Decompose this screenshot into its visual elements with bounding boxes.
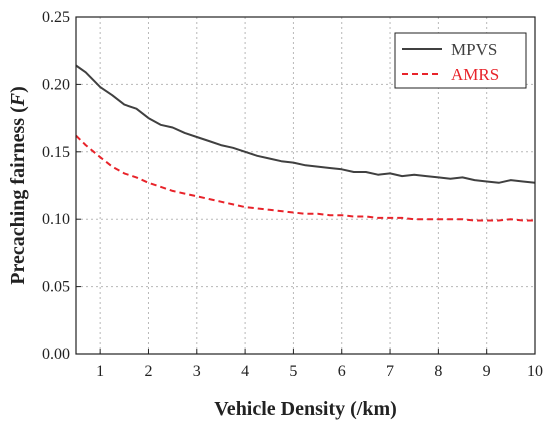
x-tick-label: 4 (241, 363, 249, 380)
x-tick-label: 6 (338, 363, 346, 380)
y-axis-title-pre: Precaching fairness ( (7, 106, 29, 285)
y-tick-label: 0.10 (42, 211, 70, 228)
legend-label-mpvs: MPVS (451, 40, 497, 59)
y-tick-label: 0.00 (42, 346, 70, 363)
x-tick-label: 10 (527, 363, 543, 380)
x-tick-label: 3 (193, 363, 201, 380)
y-tick-label: 0.15 (42, 144, 70, 161)
series-layer (75, 64, 536, 222)
x-axis-title: Vehicle Density (/km) (214, 398, 397, 420)
y-axis-title-post: ) (7, 86, 29, 93)
y-tick-label: 0.05 (42, 279, 70, 296)
y-tick-label: 0.20 (42, 76, 70, 93)
y-axis-title: Precaching fairness (F) (7, 86, 29, 285)
series-line-amrs (75, 134, 535, 222)
legend-label-amrs: AMRS (451, 65, 499, 84)
series-line-mpvs (75, 64, 536, 184)
x-tick-label: 1 (96, 363, 104, 380)
plot-frame (75, 16, 536, 355)
legend: MPVS AMRS (394, 32, 527, 89)
x-tick-label: 8 (434, 363, 442, 380)
y-axis-title-var: F (7, 92, 29, 107)
x-tick-label: 2 (144, 363, 152, 380)
ticks: 1 2 3 4 5 6 7 8 9 10 0.00 0.05 0.10 0.15 0.20 0.25 (42, 9, 543, 380)
y-tick-label: 0.25 (42, 9, 70, 26)
x-tick-label: 9 (483, 363, 491, 380)
x-tick-label: 5 (289, 363, 297, 380)
legend-box (394, 32, 527, 89)
x-tick-label: 7 (386, 363, 394, 380)
